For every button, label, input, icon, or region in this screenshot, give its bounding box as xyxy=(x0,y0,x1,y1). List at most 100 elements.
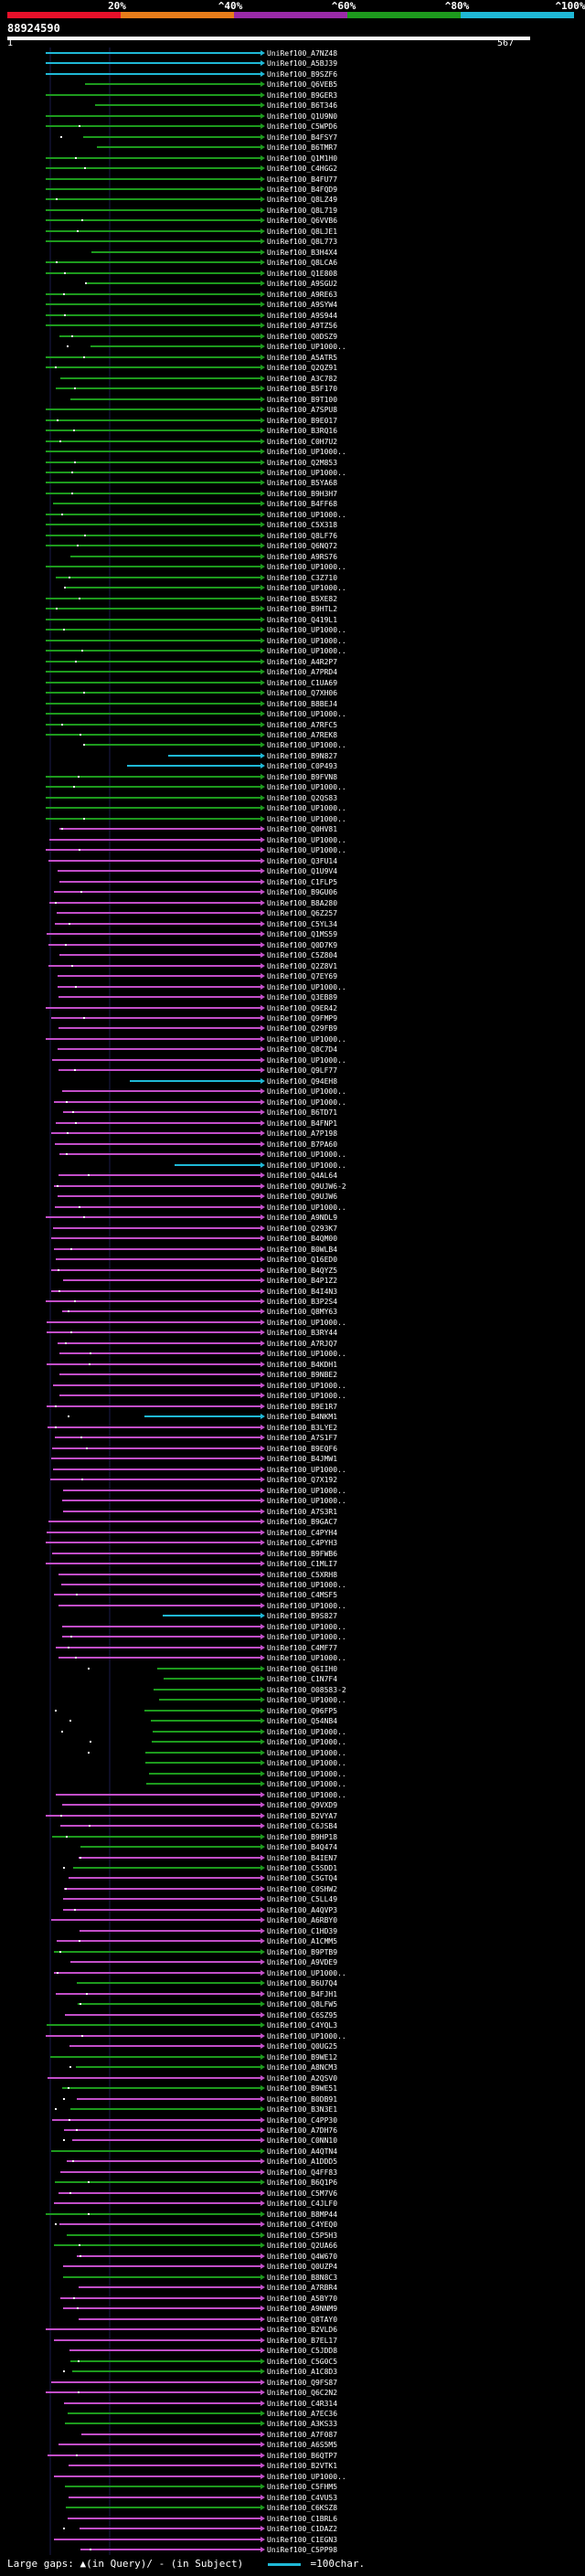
hit-arrow xyxy=(261,1393,265,1398)
hit-label: UniRef100_Q6Z257 xyxy=(267,909,337,917)
hit-arrow xyxy=(261,1067,265,1073)
hit-arrow xyxy=(261,1991,265,1997)
hit-label: UniRef100_B4FQD9 xyxy=(267,186,337,194)
hit-label: UniRef100_B2VLD6 xyxy=(267,2326,337,2334)
hit-arrow xyxy=(261,575,265,580)
hit-label: UniRef100_A8NCM3 xyxy=(267,2063,337,2072)
gap-marker xyxy=(55,1426,57,1428)
gap-marker xyxy=(59,440,61,442)
hit-label: UniRef100_Q9LF77 xyxy=(267,1066,337,1075)
hit-arrow xyxy=(261,2022,265,2028)
hit-label: UniRef100_Q1E808 xyxy=(267,270,337,278)
gap-marker xyxy=(81,219,83,221)
percent-label: ^40% xyxy=(218,0,243,12)
hit-arrow xyxy=(261,71,265,77)
hit-arrow xyxy=(261,1687,265,1692)
gap-marker xyxy=(55,2223,57,2225)
hit-label: UniRef100_C4JLF0 xyxy=(267,2200,337,2208)
hit-label: UniRef100_B0WLB4 xyxy=(267,1246,337,1254)
hit-label: UniRef100_B4QYZ5 xyxy=(267,1267,337,1275)
hit-arrow xyxy=(261,2516,265,2521)
hit-label: UniRef100_B6TMR7 xyxy=(267,143,337,152)
hit-label: UniRef100_Q6IIH0 xyxy=(267,1665,337,1673)
hit-label: UniRef100_A4QTN4 xyxy=(267,2147,337,2156)
hit-label: UniRef100_Q0UG25 xyxy=(267,2042,337,2051)
gap-marker xyxy=(56,198,58,200)
hit-label: UniRef100_Q9VXD9 xyxy=(267,1801,337,1809)
gap-marker xyxy=(80,891,82,893)
hit-arrow xyxy=(261,1718,265,1723)
gap-marker xyxy=(79,1206,80,1208)
hit-label: UniRef100_B8MP44 xyxy=(267,2210,337,2219)
hit-arrow xyxy=(261,1341,265,1346)
hit-label: UniRef100_Q3FU14 xyxy=(267,857,337,865)
gap-marker xyxy=(61,828,63,830)
hit-label: UniRef100_A7S3R1 xyxy=(267,1508,337,1516)
hit-label: UniRef100_Q1U9N0 xyxy=(267,112,337,121)
hit-label: UniRef100_Q6NQ72 xyxy=(267,542,337,550)
gap-marker xyxy=(75,1657,77,1659)
gap-marker xyxy=(89,1825,90,1827)
hit-arrow xyxy=(261,2137,265,2143)
hit-arrow xyxy=(261,1088,265,1094)
hit-arrow xyxy=(261,2348,265,2353)
hit-label: UniRef100_UP1000.. xyxy=(267,637,346,645)
hit-arrow xyxy=(261,701,265,706)
hit-label: UniRef100_A9SYW4 xyxy=(267,301,337,309)
hit-arrow xyxy=(261,2421,265,2426)
hit-label: UniRef100_B4KDH1 xyxy=(267,1361,337,1369)
hit-label: UniRef100_C0SHW2 xyxy=(267,1885,337,1893)
hit-label: UniRef100_B5YA68 xyxy=(267,479,337,487)
hit-label: UniRef100_B3H4X4 xyxy=(267,249,337,257)
hit-arrow xyxy=(261,260,265,265)
gap-marker xyxy=(84,535,86,536)
gap-marker xyxy=(72,1111,74,1113)
hit-label: UniRef100_B9PTB9 xyxy=(267,1948,337,1956)
hit-label: UniRef100_B9E017 xyxy=(267,417,337,425)
identity-band-20-40 xyxy=(121,12,234,18)
hit-label: UniRef100_A7DH76 xyxy=(267,2126,337,2135)
gap-marker xyxy=(76,1594,78,1595)
hit-arrow xyxy=(261,81,265,87)
hit-label: UniRef100_B9WE12 xyxy=(267,2053,337,2062)
hit-label: UniRef100_Q7X192 xyxy=(267,1476,337,1484)
hit-arrow xyxy=(261,596,265,601)
hit-arrow xyxy=(261,365,265,370)
gap-marker xyxy=(90,2549,91,2550)
hit-label: UniRef100_A3KS33 xyxy=(267,2420,337,2428)
hit-arrow xyxy=(261,942,265,948)
hit-label: UniRef100_B9EQF6 xyxy=(267,1445,337,1453)
hit-arrow xyxy=(261,1498,265,1503)
hit-label: UniRef100_UP1000.. xyxy=(267,1759,346,1767)
gap-marker xyxy=(66,1836,68,1838)
hit-label: UniRef100_UP1000.. xyxy=(267,469,346,477)
hit-label: UniRef100_Q8TAY0 xyxy=(267,2316,337,2324)
hit-label: UniRef100_B9SZF6 xyxy=(267,70,337,79)
hit-label: UniRef100_Q9UJW6-2 xyxy=(267,1182,346,1191)
gap-marker xyxy=(58,1290,60,1292)
hit-arrow xyxy=(261,669,265,674)
hit-label: UniRef100_A4R2P7 xyxy=(267,658,337,666)
hit-arrow xyxy=(261,1844,265,1850)
hit-label: UniRef100_Q9UJW6 xyxy=(267,1193,337,1201)
hit-label: UniRef100_UP1000.. xyxy=(267,1780,346,1788)
hit-arrow xyxy=(261,1225,265,1231)
scale-start-label: 1 xyxy=(7,38,14,48)
hit-arrow xyxy=(261,2169,265,2175)
hit-label: UniRef100_C1FLP5 xyxy=(267,878,337,886)
hit-label: UniRef100_UP1000.. xyxy=(267,1098,346,1107)
gap-marker xyxy=(63,1867,65,1869)
identity-band-0-20 xyxy=(7,12,121,18)
hit-label: UniRef100_UP1000.. xyxy=(267,1056,346,1065)
hit-label: UniRef100_Q0D7K9 xyxy=(267,941,337,949)
hit-label: UniRef100_C4PYH3 xyxy=(267,1539,337,1547)
hit-label: UniRef100_Q7EY69 xyxy=(267,972,337,981)
gap-marker xyxy=(78,2391,80,2393)
hit-label: UniRef100_B6QTP7 xyxy=(267,2452,337,2460)
scale-end-label: 567 xyxy=(497,38,515,48)
hit-arrow xyxy=(261,763,265,769)
percent-label: ^100% xyxy=(555,0,585,12)
hit-arrow xyxy=(261,1540,265,1545)
hit-arrow xyxy=(261,659,265,664)
hit-arrow xyxy=(261,1214,265,1220)
